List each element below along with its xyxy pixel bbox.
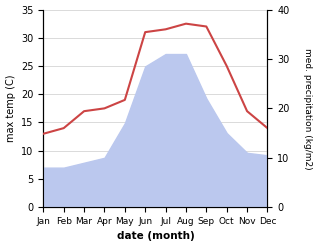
Y-axis label: med. precipitation (kg/m2): med. precipitation (kg/m2) [303, 48, 313, 169]
X-axis label: date (month): date (month) [116, 231, 194, 242]
Y-axis label: max temp (C): max temp (C) [5, 75, 16, 142]
